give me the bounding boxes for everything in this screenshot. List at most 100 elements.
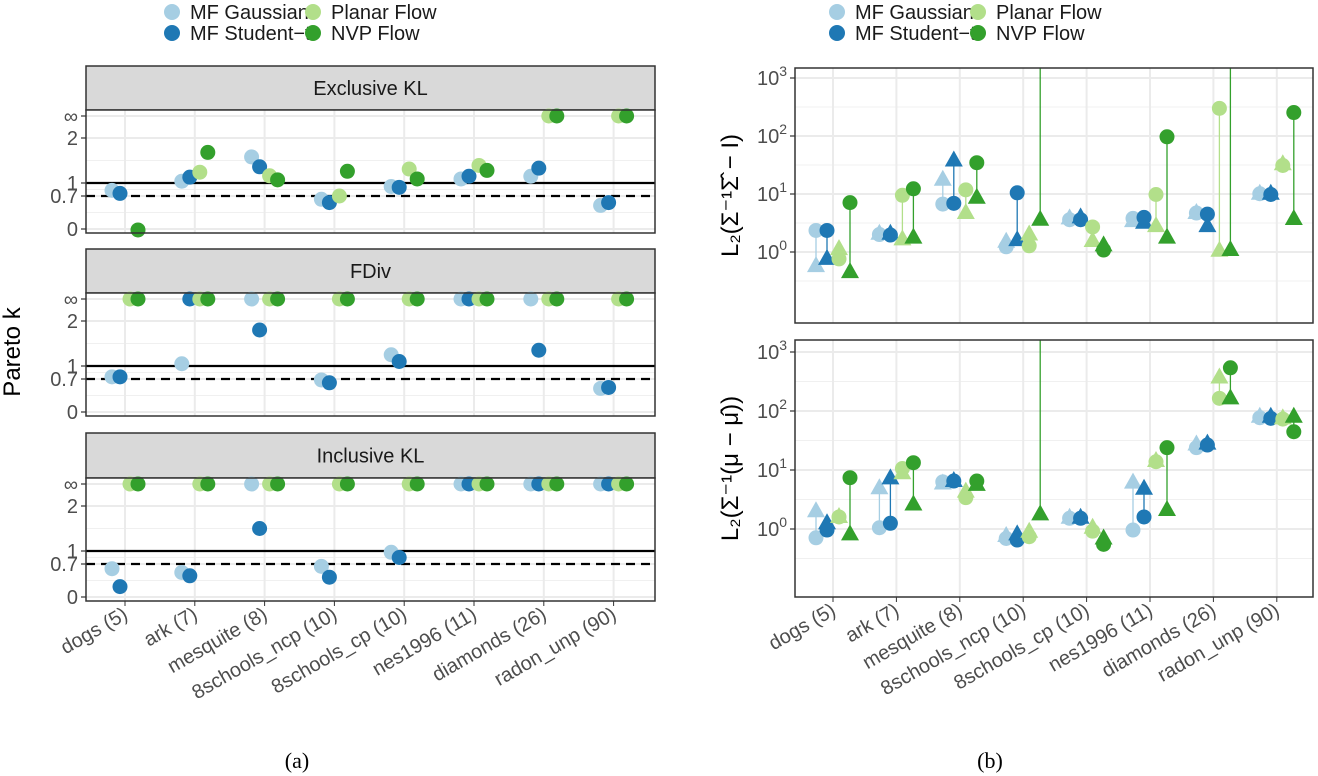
y-tick-label: 1 bbox=[67, 541, 78, 563]
circle-point bbox=[1009, 185, 1025, 201]
point-mf-student-t bbox=[601, 379, 617, 395]
legend-key-1 bbox=[829, 25, 845, 41]
triangle-point bbox=[1031, 504, 1050, 521]
y-tick-label: 0 bbox=[67, 402, 78, 424]
y-tick-label: 0 bbox=[67, 219, 78, 241]
triangle-point bbox=[956, 203, 975, 220]
point-nvp-flow bbox=[409, 476, 425, 492]
legend-label: MF Student−t bbox=[190, 23, 311, 45]
panel-bg bbox=[86, 110, 655, 233]
tick-base: 10 bbox=[757, 184, 779, 206]
tick-base: 10 bbox=[757, 126, 779, 148]
tick-base: 10 bbox=[757, 242, 779, 264]
point-nvp-flow bbox=[479, 291, 495, 307]
y-tick-label: 100 bbox=[757, 514, 787, 541]
y-tick-label: 0.7 bbox=[50, 554, 78, 576]
triangle-point bbox=[1221, 388, 1240, 405]
point-mf-student-t bbox=[182, 568, 198, 584]
panel-bg bbox=[86, 478, 655, 601]
circle-point bbox=[819, 522, 835, 538]
legend-label: MF Gaussian bbox=[190, 2, 309, 24]
y-tick-label: 102 bbox=[757, 396, 787, 423]
circle-point bbox=[1073, 212, 1089, 228]
point-nvp-flow bbox=[130, 222, 146, 238]
legend-key-0 bbox=[829, 4, 845, 20]
triangle-point bbox=[818, 248, 836, 265]
y-tick-label: 102 bbox=[757, 121, 787, 148]
y-axis-title: L₂(Σ⁻¹(μ − μ̂)) bbox=[717, 396, 744, 541]
point-nvp-flow bbox=[409, 291, 425, 307]
legend-label: MF Student−t bbox=[855, 23, 976, 45]
circle-point bbox=[808, 222, 824, 238]
triangle-point bbox=[841, 262, 859, 279]
triangle-point bbox=[1158, 499, 1176, 516]
point-nvp-flow bbox=[339, 476, 355, 492]
triangle-point bbox=[1158, 227, 1176, 244]
triangle-point bbox=[1031, 209, 1050, 226]
circle-point bbox=[905, 455, 921, 471]
legend-label: MF Gaussian bbox=[855, 2, 974, 24]
circle-point bbox=[894, 187, 910, 203]
panel-border bbox=[85, 477, 656, 602]
triangle-point bbox=[967, 187, 986, 204]
tick-base: 10 bbox=[757, 401, 779, 423]
y-tick-label: 101 bbox=[757, 455, 787, 482]
tick-exponent: 1 bbox=[779, 179, 787, 195]
legend-key-0 bbox=[164, 4, 180, 20]
point-mf-student-t bbox=[461, 168, 477, 184]
point-nvp-flow bbox=[200, 476, 216, 492]
y-tick-label: 1 bbox=[67, 173, 78, 195]
y-axis-title: L₂(Σ⁻¹Σ̂ − I) bbox=[717, 134, 744, 257]
point-mf-gaussian bbox=[244, 476, 260, 492]
point-mf-student-t bbox=[391, 179, 407, 195]
circle-point bbox=[998, 531, 1014, 547]
circle-point bbox=[1199, 437, 1215, 453]
circle-point bbox=[831, 251, 847, 267]
y-tick-label: ∞ bbox=[64, 474, 78, 496]
caption: (a) bbox=[285, 748, 309, 773]
triangle-point bbox=[1147, 216, 1165, 233]
tick-base: 10 bbox=[757, 68, 779, 90]
panel-border bbox=[794, 67, 1314, 324]
circle-point bbox=[958, 182, 974, 198]
circle-point bbox=[946, 473, 962, 489]
triangle-point bbox=[1008, 230, 1027, 247]
point-nvp-flow bbox=[409, 171, 425, 187]
circle-point bbox=[1073, 510, 1089, 526]
circle-point bbox=[819, 222, 835, 238]
tick-base: 10 bbox=[757, 519, 779, 541]
circle-point bbox=[969, 155, 985, 171]
triangle-point bbox=[1284, 406, 1303, 423]
triangle-point bbox=[807, 501, 825, 518]
tick-exponent: 2 bbox=[779, 396, 787, 412]
circle-point bbox=[1211, 100, 1227, 116]
legend-key-3 bbox=[305, 25, 321, 41]
y-tick-label: 2 bbox=[67, 496, 78, 518]
triangle-point bbox=[1198, 216, 1217, 233]
point-nvp-flow bbox=[619, 476, 635, 492]
point-mf-student-t bbox=[531, 160, 547, 176]
point-planar-flow bbox=[192, 164, 208, 180]
circle-point bbox=[998, 239, 1014, 255]
point-mf-student-t bbox=[112, 185, 128, 201]
y-tick-label: 103 bbox=[757, 337, 787, 364]
circle-point bbox=[1159, 129, 1175, 145]
triangle-point bbox=[881, 468, 900, 485]
x-tick-label: dogs (5) bbox=[57, 603, 132, 659]
circle-point bbox=[1085, 219, 1101, 235]
circle-point bbox=[1125, 210, 1141, 226]
point-nvp-flow bbox=[200, 144, 216, 160]
point-nvp-flow bbox=[270, 291, 286, 307]
triangle-point bbox=[1124, 472, 1142, 489]
circle-point bbox=[1136, 209, 1152, 225]
y-tick-label: 101 bbox=[757, 179, 787, 206]
circle-point bbox=[969, 473, 985, 489]
panel-border bbox=[794, 339, 1314, 598]
y-tick-label: 2 bbox=[67, 311, 78, 333]
circle-point bbox=[958, 490, 974, 506]
circle-point bbox=[1148, 187, 1164, 203]
triangle-point bbox=[1284, 209, 1303, 226]
circle-point bbox=[1286, 105, 1302, 121]
strip-title: FDiv bbox=[350, 261, 391, 283]
legend-label: Planar Flow bbox=[996, 2, 1102, 24]
